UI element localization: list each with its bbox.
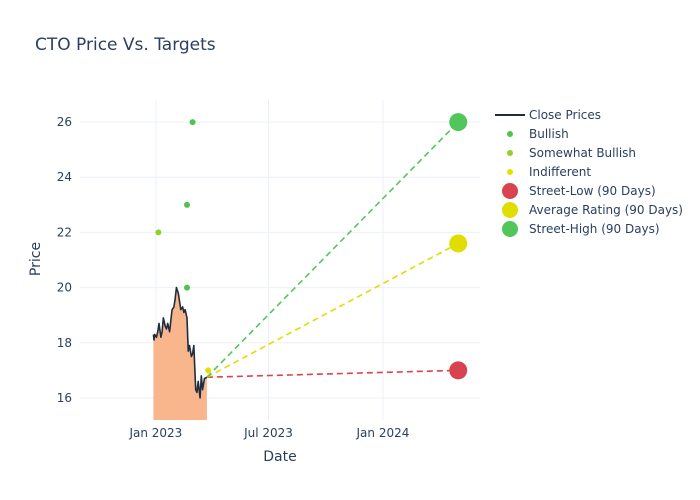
- bullish-rating-point: [183, 284, 190, 291]
- street-low-target-line: [206, 369, 459, 379]
- y-axis-title: Price: [28, 242, 44, 276]
- close-price-area: [153, 287, 207, 420]
- legend-item-average-rating-90-days[interactable]: Average Rating (90 Days): [502, 202, 683, 218]
- legend-swatch: [507, 150, 513, 156]
- x-tick-label: Jan 2023: [128, 426, 182, 440]
- rating-markers: [155, 119, 212, 374]
- close-area: [153, 287, 207, 420]
- somewhat-bullish-rating-point: [155, 229, 162, 236]
- average-rating-target-line: [206, 242, 459, 378]
- x-axis-ticks: Jan 2023 Jul 2023 Jan 2024: [128, 426, 409, 440]
- street-high-target-line: [206, 121, 459, 378]
- legend-item-bullish[interactable]: Bullish: [507, 127, 569, 141]
- close-price-series-line: [152, 286, 208, 399]
- legend-swatch: [502, 221, 518, 237]
- legend-swatch: [507, 169, 513, 175]
- y-tick-label: 16: [57, 391, 72, 405]
- legend-label: Indifferent: [529, 165, 591, 179]
- y-tick-label: 18: [57, 336, 72, 350]
- average-rating-target-marker: [449, 234, 468, 253]
- y-tick-label: 20: [57, 281, 72, 295]
- legend-item-somewhat-bullish[interactable]: Somewhat Bullish: [507, 146, 636, 160]
- legend-swatch: [502, 202, 518, 218]
- target-lines: [206, 113, 468, 380]
- x-tick-label: Jul 2023: [243, 426, 293, 440]
- legend-swatch: [502, 183, 518, 199]
- grid: [80, 100, 480, 420]
- street-high-target-marker: [449, 113, 468, 132]
- legend-swatch: [507, 131, 513, 137]
- legend-item-street-low-90-days[interactable]: Street-Low (90 Days): [502, 183, 656, 199]
- legend-item-street-high-90-days[interactable]: Street-High (90 Days): [502, 221, 660, 237]
- indifferent-rating-point: [205, 367, 212, 374]
- legend-label: Close Prices: [529, 108, 601, 122]
- x-tick-label: Jan 2024: [356, 426, 410, 440]
- y-tick-label: 26: [57, 115, 72, 129]
- legend-item-close-prices[interactable]: Close Prices: [495, 108, 601, 122]
- bullish-rating-point: [189, 119, 196, 126]
- legend-label: Street-Low (90 Days): [529, 184, 656, 198]
- legend: Close Prices Bullish Somewhat Bullish Indif…: [495, 108, 683, 237]
- close-price-line: [152, 286, 208, 399]
- y-tick-label: 24: [57, 170, 72, 184]
- legend-label: Average Rating (90 Days): [529, 203, 683, 217]
- street-low-target-marker: [449, 361, 468, 380]
- legend-label: Somewhat Bullish: [529, 146, 636, 160]
- chart-title: CTO Price Vs. Targets: [35, 35, 216, 55]
- y-axis-ticks: 16 18 20 22 24 26: [57, 115, 72, 405]
- y-tick-label: 22: [57, 225, 72, 239]
- x-axis-title: Date: [263, 449, 296, 465]
- legend-label: Street-High (90 Days): [529, 222, 660, 236]
- legend-item-indifferent[interactable]: Indifferent: [507, 165, 591, 179]
- bullish-rating-point: [183, 201, 190, 208]
- legend-label: Bullish: [529, 127, 569, 141]
